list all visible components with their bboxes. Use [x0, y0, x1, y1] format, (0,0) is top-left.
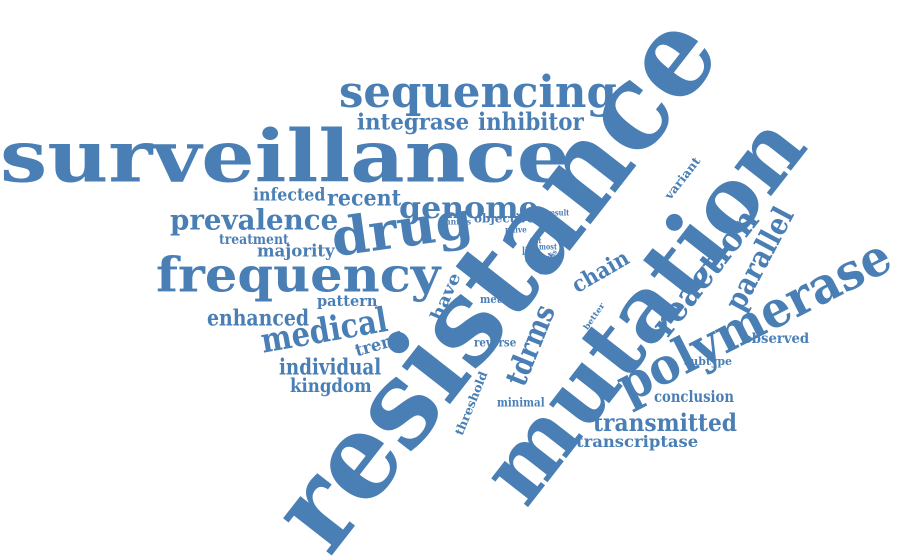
word-pattern: pattern: [317, 292, 378, 310]
word-naive: naive: [505, 224, 527, 235]
word-kingdom: kingdom: [290, 374, 372, 397]
word-most: most: [539, 241, 557, 252]
word-treatment: treatment: [219, 231, 289, 248]
word-transcriptase: transcriptase: [576, 432, 699, 452]
word-infected: infected: [253, 184, 326, 206]
word-method: method: [480, 293, 522, 307]
word-frequency: frequency: [156, 247, 441, 304]
word-surveillance: surveillance: [0, 113, 571, 199]
word-integrase: integrase: [357, 109, 470, 136]
word-subtype: subtype: [684, 355, 733, 369]
word-recent: recent: [327, 185, 402, 212]
word-prevalence: prevalence: [170, 203, 339, 237]
word-nnrtis: nnrtis: [445, 216, 472, 227]
word-objective: objective: [474, 211, 535, 226]
word-majority: majority: [257, 241, 335, 262]
word-result: result: [547, 207, 570, 218]
word-line: line: [522, 245, 539, 259]
word-enhanced: enhanced: [207, 305, 310, 332]
word-reverse: reverse: [474, 335, 517, 350]
word-genome: genome: [399, 191, 539, 226]
word-minimal: minimal: [497, 395, 545, 410]
word-conclusion: conclusion: [654, 387, 734, 407]
word-individual: individual: [279, 354, 382, 381]
word-observed: observed: [743, 330, 810, 347]
word-list: list: [530, 236, 542, 246]
word-transmitted: transmitted: [593, 407, 737, 437]
word-sequencing: sequencing: [339, 66, 617, 118]
word-inhibitor: inhibitor: [478, 106, 584, 136]
